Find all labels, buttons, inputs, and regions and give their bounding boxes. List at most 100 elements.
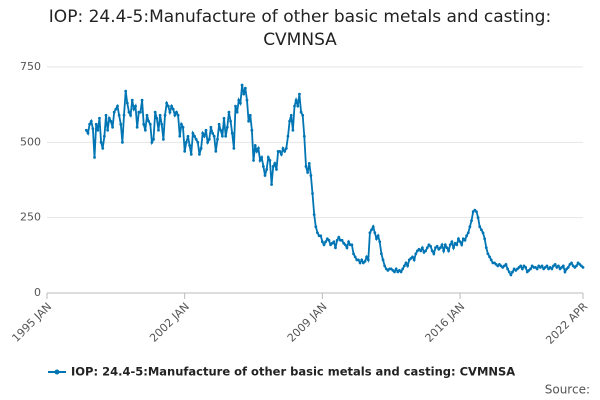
data-point	[486, 252, 490, 256]
chart-title: IOP: 24.4-5:Manufacture of other basic m…	[48, 7, 552, 50]
data-point	[189, 152, 193, 156]
data-point	[88, 122, 92, 126]
data-point	[404, 261, 408, 265]
data-point	[181, 125, 185, 129]
data-point	[188, 143, 192, 147]
data-point	[129, 113, 132, 117]
data-point	[155, 116, 159, 120]
data-point	[232, 146, 236, 150]
data-point	[357, 258, 360, 262]
data-point	[178, 134, 182, 138]
data-point	[283, 149, 287, 153]
legend-marker	[54, 369, 60, 375]
data-point	[134, 104, 137, 108]
data-point	[106, 128, 110, 132]
data-point	[161, 137, 165, 141]
data-point	[157, 128, 160, 132]
data-point	[207, 137, 211, 141]
data-point	[143, 128, 147, 132]
data-point	[411, 255, 414, 259]
data-point	[460, 243, 464, 247]
data-point	[298, 92, 301, 96]
data-point	[309, 174, 313, 177]
data-point	[312, 213, 316, 217]
data-point	[279, 152, 283, 156]
data-point	[222, 116, 226, 120]
data-point	[466, 231, 470, 235]
data-point	[570, 261, 573, 265]
data-point	[457, 237, 460, 241]
data-point	[529, 267, 532, 271]
data-point	[248, 113, 252, 117]
data-point	[373, 231, 377, 235]
data-point	[443, 243, 447, 247]
data-point	[319, 234, 323, 238]
data-point	[447, 249, 450, 253]
data-point	[199, 146, 203, 150]
data-point	[511, 270, 514, 274]
data-point	[363, 259, 367, 263]
data-point	[414, 252, 418, 256]
data-point	[152, 137, 155, 141]
x-tick-label: 2016 JAN	[423, 300, 468, 345]
data-point	[212, 134, 216, 138]
data-point	[145, 113, 149, 117]
data-point	[507, 270, 511, 274]
data-point	[286, 134, 290, 138]
data-point	[216, 137, 219, 141]
data-point	[278, 149, 282, 153]
data-point	[253, 143, 257, 147]
data-point	[84, 128, 88, 132]
data-point	[168, 110, 172, 114]
data-point	[153, 110, 157, 114]
data-point	[402, 264, 406, 268]
data-point	[478, 225, 482, 229]
data-point	[170, 104, 173, 108]
data-point	[545, 264, 549, 268]
data-point	[127, 110, 131, 114]
data-point	[479, 228, 483, 232]
data-point	[260, 156, 264, 159]
data-point	[452, 246, 455, 250]
data-point	[368, 231, 372, 235]
source: Source:	[545, 383, 590, 397]
data-point	[420, 246, 424, 250]
data-point	[225, 125, 229, 129]
data-point	[376, 234, 380, 238]
data-point	[358, 261, 362, 265]
data-point	[281, 146, 285, 150]
data-point	[147, 119, 151, 123]
data-point	[450, 240, 454, 244]
data-point	[299, 110, 303, 114]
data-point	[425, 246, 429, 250]
x-tick-label: 2002 JAN	[147, 300, 192, 345]
data-point	[99, 140, 103, 144]
data-point	[239, 101, 242, 105]
data-point	[217, 122, 221, 126]
data-point	[468, 225, 472, 229]
data-point	[524, 265, 528, 269]
data-point	[378, 240, 382, 244]
data-point	[230, 131, 234, 135]
data-point	[198, 152, 201, 156]
data-point	[561, 264, 565, 268]
data-point	[268, 159, 272, 162]
data-point	[419, 249, 423, 253]
data-point	[180, 122, 183, 126]
data-point	[125, 101, 129, 105]
data-point	[252, 159, 255, 162]
data-point	[261, 165, 265, 168]
data-point	[273, 162, 277, 165]
data-point	[506, 267, 509, 271]
data-point	[509, 273, 513, 277]
data-point	[142, 122, 146, 126]
data-point	[293, 104, 296, 108]
data-point	[294, 98, 298, 102]
data-point	[275, 168, 278, 171]
data-point	[289, 113, 293, 117]
data-point	[465, 234, 469, 238]
data-point	[234, 104, 237, 108]
data-point	[440, 243, 444, 247]
data-point	[302, 134, 306, 138]
